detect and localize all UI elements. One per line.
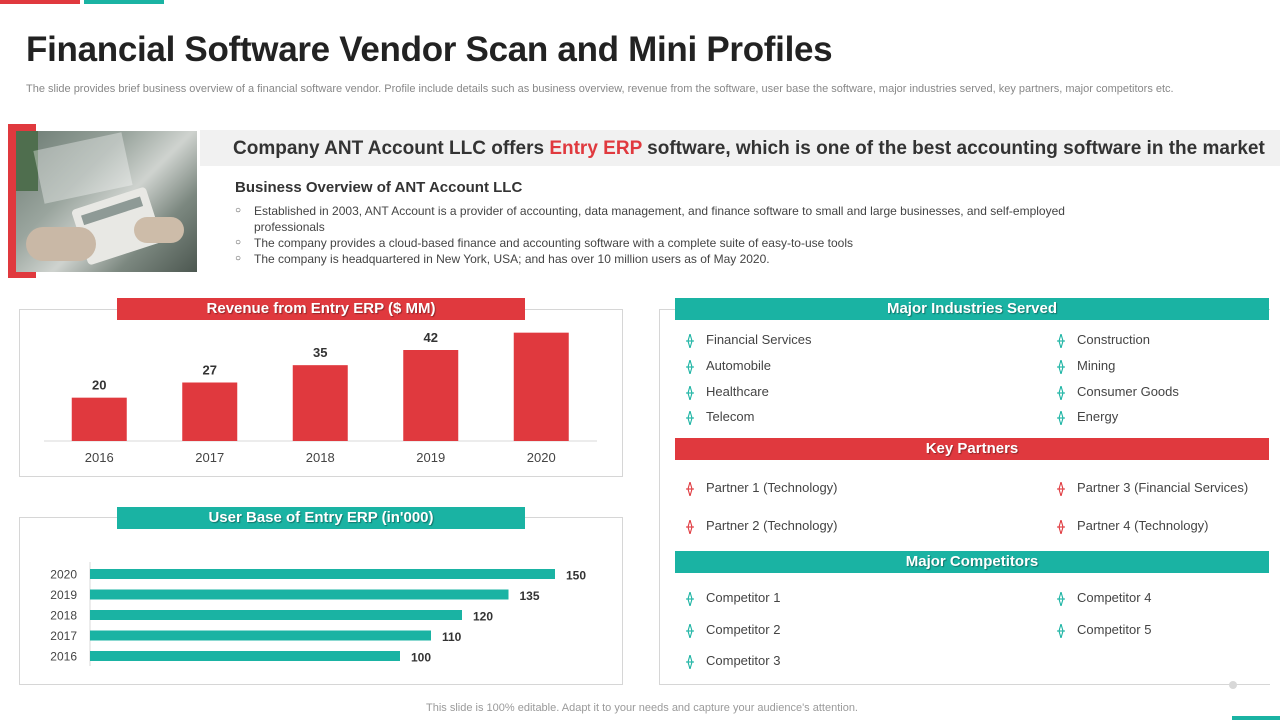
slide-title: Financial Software Vendor Scan and Mini …	[26, 30, 833, 69]
overview-bullet: The company is headquartered in New York…	[235, 251, 1065, 267]
decorative-dot	[1229, 681, 1237, 689]
industry-item: Mining	[1077, 358, 1116, 373]
revenue-chart: 202016272017352018422019502020	[44, 330, 597, 465]
headline-highlight: Entry ERP	[549, 138, 642, 159]
user-data-label: 120	[473, 610, 493, 624]
partner-item: Partner 4 (Technology)	[1077, 518, 1209, 533]
competitor-item: Competitor 4	[1077, 590, 1152, 605]
partners-title: Key Partners	[675, 438, 1269, 460]
industry-item: Construction	[1077, 332, 1150, 347]
user-base-chart: 2020 150 2019 135 2018 120 2017 110 2016 100	[50, 562, 586, 666]
user-data-label: 135	[520, 589, 540, 603]
bullet-diamond-icon	[1056, 517, 1066, 537]
revenue-bar	[403, 350, 459, 441]
industry-item: Energy	[1077, 409, 1119, 424]
revenue-data-label: 20	[92, 378, 106, 393]
user-tick-label: 2017	[50, 629, 77, 643]
industry-item: Telecom	[706, 409, 755, 424]
user-tick-label: 2019	[50, 588, 77, 602]
user-data-label: 110	[442, 630, 462, 644]
accounting-photo	[16, 131, 197, 272]
headline-bar	[200, 130, 1280, 166]
user-bar	[90, 651, 400, 661]
revenue-data-label: 35	[313, 345, 327, 360]
partner-item: Partner 2 (Technology)	[706, 518, 838, 533]
revenue-data-label: 27	[203, 363, 217, 378]
revenue-bar	[292, 365, 348, 441]
user-data-label: 150	[566, 569, 586, 583]
bullet-diamond-icon	[1056, 621, 1066, 641]
bullet-diamond-icon	[685, 479, 695, 499]
competitor-item: Competitor 2	[706, 622, 781, 637]
overview-bullet: The company provides a cloud-based finan…	[235, 235, 1065, 251]
bullet-diamond-icon	[685, 589, 695, 609]
bullet-diamond-icon	[1056, 589, 1066, 609]
user-data-label: 100	[411, 651, 431, 665]
revenue-tick-label: 2016	[85, 450, 114, 465]
headline: Company ANT Account LLC offers Entry ERP…	[233, 138, 1265, 160]
competitor-item: Competitor 3	[706, 653, 781, 668]
user-tick-label: 2018	[50, 609, 77, 623]
overview-list: Established in 2003, ANT Account is a pr…	[235, 203, 1065, 267]
revenue-bar	[71, 397, 127, 441]
user-bar	[90, 569, 555, 579]
partner-item: Partner 3 (Financial Services)	[1077, 480, 1249, 495]
profile-details-panel	[659, 309, 1270, 685]
headline-prefix: Company ANT Account LLC offers	[233, 138, 550, 159]
bullet-diamond-icon	[1056, 479, 1066, 499]
bullet-diamond-icon	[685, 408, 695, 428]
revenue-tick-label: 2017	[195, 450, 224, 465]
partner-item: Partner 1 (Technology)	[706, 480, 838, 495]
competitors-title: Major Competitors	[675, 551, 1269, 573]
footer-note: This slide is 100% editable. Adapt it to…	[426, 702, 858, 714]
revenue-tick-label: 2019	[416, 450, 445, 465]
headline-suffix: software, which is one of the best accou…	[641, 138, 1265, 159]
top-accent-red	[0, 0, 80, 4]
industry-item: Financial Services	[706, 332, 812, 347]
bullet-diamond-icon	[1056, 357, 1066, 377]
industry-item: Consumer Goods	[1077, 384, 1179, 399]
revenue-tick-label: 2018	[306, 450, 335, 465]
revenue-data-label: 42	[424, 330, 438, 345]
bullet-diamond-icon	[685, 652, 695, 672]
competitor-item: Competitor 5	[1077, 622, 1152, 637]
user-bar	[90, 630, 431, 641]
industries-title: Major Industries Served	[675, 298, 1269, 320]
bullet-diamond-icon	[685, 621, 695, 641]
revenue-chart-title: Revenue from Entry ERP ($ MM)	[117, 298, 525, 320]
industry-item: Automobile	[706, 358, 772, 373]
competitor-item: Competitor 1	[706, 590, 781, 605]
revenue-tick-label: 2020	[527, 450, 556, 465]
top-accent-teal	[84, 0, 164, 4]
bullet-diamond-icon	[685, 517, 695, 537]
bullet-diamond-icon	[1056, 331, 1066, 351]
overview-bullet: Established in 2003, ANT Account is a pr…	[235, 203, 1065, 235]
user-bar	[90, 589, 509, 600]
industry-item: Healthcare	[706, 384, 769, 399]
revenue-bar	[513, 332, 569, 441]
bullet-diamond-icon	[1056, 383, 1066, 403]
bullet-diamond-icon	[1056, 408, 1066, 428]
bullet-diamond-icon	[685, 331, 695, 351]
user-base-chart-title: User Base of Entry ERP (in'000)	[117, 507, 525, 529]
bottom-accent	[1232, 716, 1280, 720]
user-tick-label: 2016	[50, 650, 77, 664]
user-bar	[90, 610, 462, 620]
revenue-bar	[182, 382, 238, 441]
overview-heading: Business Overview of ANT Account LLC	[235, 179, 523, 196]
slide-subtitle: The slide provides brief business overvi…	[26, 83, 1174, 95]
bullet-diamond-icon	[685, 357, 695, 377]
bullet-diamond-icon	[685, 383, 695, 403]
user-tick-label: 2020	[50, 568, 77, 582]
